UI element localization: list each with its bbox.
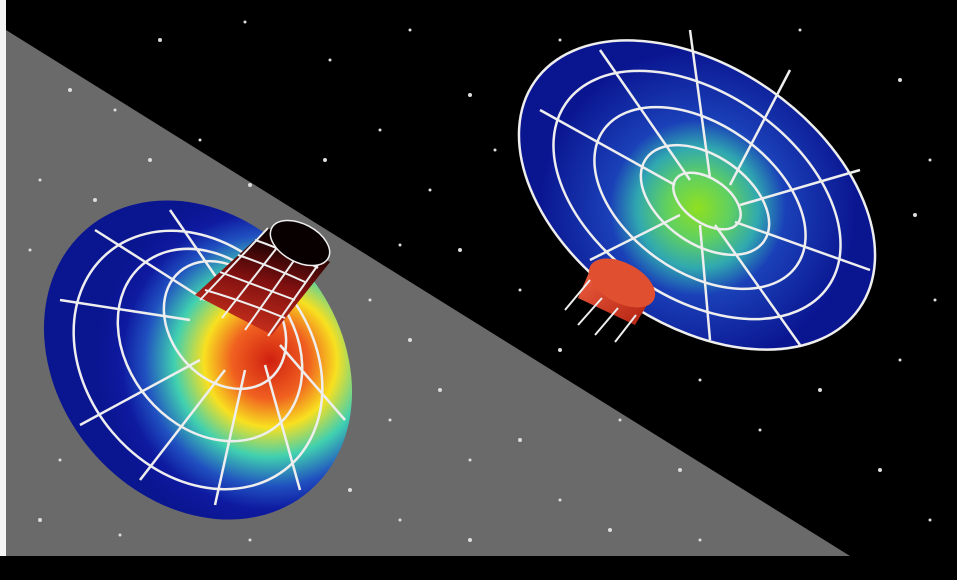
small-throat [564,258,656,343]
stars [28,20,937,542]
bottom-bar [0,556,957,580]
left-funnel [43,200,353,520]
left-border [0,0,6,580]
